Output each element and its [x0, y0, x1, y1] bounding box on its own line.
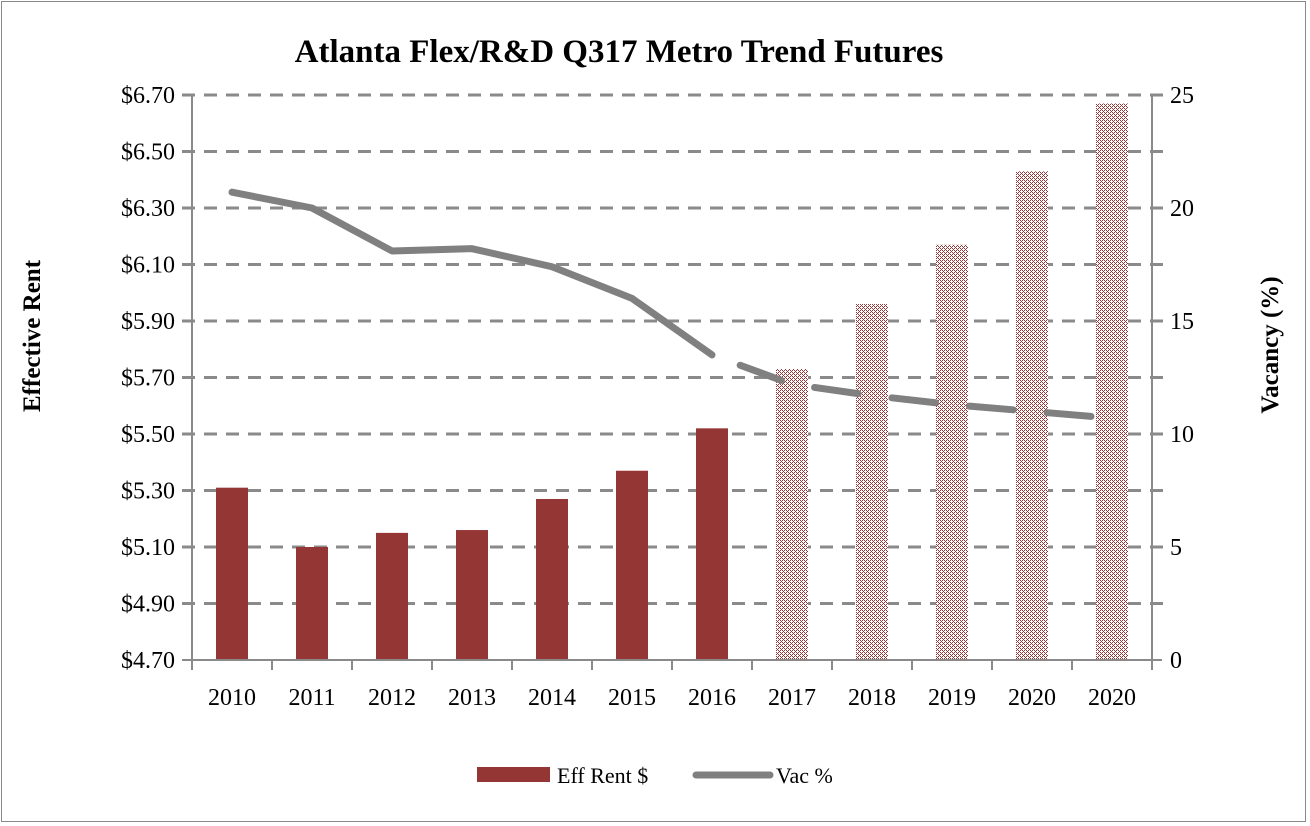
- y2-tick-label: 0: [1170, 648, 1182, 674]
- y-tick-label: $6.70: [121, 83, 175, 109]
- y-tick-label: $4.70: [121, 648, 175, 674]
- y-tick-label: $5.50: [121, 422, 175, 448]
- legend-label-eff-rent: Eff Rent $: [557, 763, 648, 788]
- x-tick-label: 2020: [1088, 685, 1136, 711]
- y-tick-label: $6.30: [121, 196, 175, 222]
- y2-tick-label: 10: [1170, 422, 1194, 448]
- x-tick-label: 2020: [1008, 685, 1056, 711]
- y-tick-label: $5.30: [121, 479, 175, 505]
- bar: [216, 487, 248, 660]
- legend-label-vac: Vac %: [776, 763, 833, 788]
- y-tick-label: $5.90: [121, 309, 175, 335]
- vacancy-line-actual: [228, 188, 716, 359]
- vacancy-line-forecast: [708, 351, 1116, 422]
- x-tick-label: 2018: [848, 685, 896, 711]
- y2-tick-label: 20: [1170, 196, 1194, 222]
- x-tick-label: 2011: [288, 685, 335, 711]
- x-tick-label: 2012: [368, 685, 416, 711]
- bar: [1096, 103, 1128, 661]
- x-tick-label: 2016: [688, 685, 736, 711]
- bar: [616, 470, 648, 660]
- y-tick-label: $4.90: [121, 592, 175, 618]
- x-tick-label: 2015: [608, 685, 656, 711]
- bar: [536, 498, 568, 660]
- x-tick-label: 2013: [448, 685, 496, 711]
- x-tick-label: 2017: [768, 685, 816, 711]
- bar: [376, 532, 408, 660]
- y2-tick-label: 15: [1170, 309, 1194, 335]
- y2-axis-label: Vacancy (%): [1257, 276, 1284, 413]
- x-tick-label: 2010: [208, 685, 256, 711]
- legend-swatch-eff-rent: [477, 767, 550, 782]
- x-tick-label: 2019: [928, 685, 976, 711]
- y-tick-label: $6.10: [121, 253, 175, 279]
- y2-tick-label: 25: [1170, 83, 1194, 109]
- y-tick-label: $6.50: [121, 140, 175, 166]
- y-tick-label: $5.70: [121, 366, 175, 392]
- y-tick-label: $5.10: [121, 535, 175, 561]
- x-tick-label: 2014: [528, 685, 576, 711]
- bar: [456, 530, 488, 660]
- bar: [696, 428, 728, 660]
- legend: Eff Rent $ Vac %: [477, 763, 833, 788]
- y-axis-label: Effective Rent: [19, 259, 46, 412]
- bar: [776, 369, 808, 660]
- bar: [296, 547, 328, 660]
- chart-title: Atlanta Flex/R&D Q317 Metro Trend Future…: [295, 34, 944, 70]
- y2-tick-label: 5: [1170, 535, 1182, 561]
- bar: [856, 304, 888, 660]
- bar: [1016, 171, 1048, 660]
- bar: [936, 244, 968, 660]
